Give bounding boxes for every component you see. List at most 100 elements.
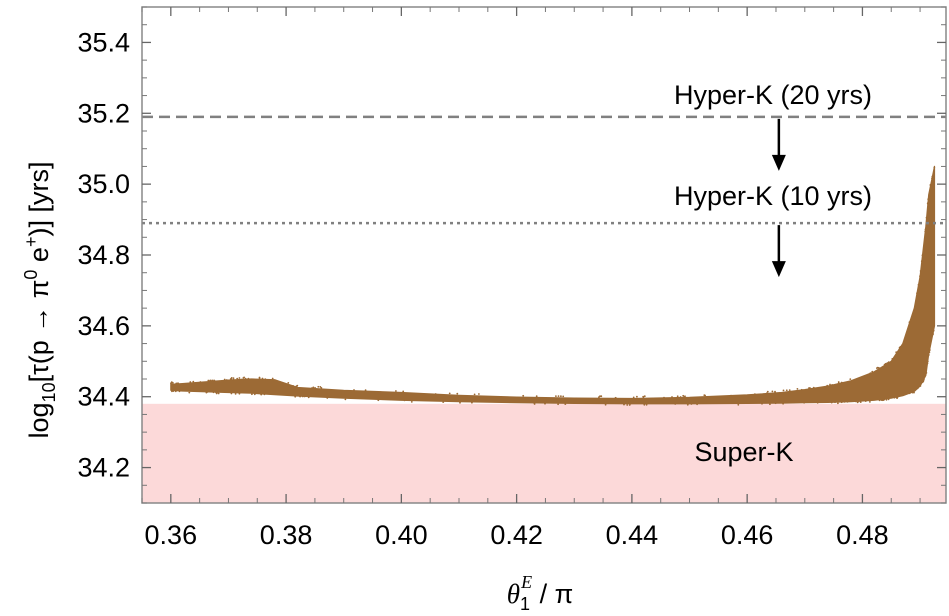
- scatter-point: [840, 381, 843, 384]
- x-axis-suffix: / π: [532, 579, 573, 609]
- scatter-point: [927, 198, 930, 201]
- x-tick-label: 0.36: [145, 520, 198, 550]
- scatter-point: [208, 380, 210, 383]
- scatter-point: [933, 166, 936, 169]
- scatter-point: [244, 377, 247, 380]
- scatter-point: [816, 401, 819, 404]
- scatter-point: [880, 399, 883, 401]
- scatter-point: [642, 396, 645, 399]
- scatter-point: [703, 394, 706, 396]
- scatter-point: [882, 399, 885, 401]
- scatter-point: [916, 387, 919, 390]
- y-axis-part1: [τ(p → π: [24, 280, 54, 383]
- scatter-point: [456, 392, 459, 395]
- scatter-point: [684, 395, 686, 398]
- scatter-point: [434, 393, 437, 395]
- scatter-point: [885, 398, 888, 401]
- scatter-point: [837, 381, 840, 383]
- scatter-point: [926, 202, 929, 205]
- scatter-point: [377, 399, 380, 402]
- scatter-point: [855, 400, 857, 403]
- scatter-point: [251, 393, 253, 396]
- scatter-point: [895, 351, 898, 354]
- scatter-point: [260, 393, 263, 396]
- scatter-point: [471, 401, 473, 404]
- scatter-point: [232, 377, 235, 379]
- scatter-point: [307, 396, 310, 399]
- scatter-point: [834, 401, 836, 404]
- scatter-point: [562, 395, 565, 398]
- scatter-point: [774, 402, 777, 405]
- scatter-point: [170, 381, 173, 384]
- scatter-point: [682, 394, 685, 397]
- scatter-point: [663, 396, 665, 399]
- scatter-point: [230, 392, 233, 395]
- scatter-point: [928, 351, 931, 354]
- scatter-point: [199, 381, 202, 383]
- scatter-point: [544, 402, 546, 405]
- scatter-point: [533, 403, 536, 405]
- scatter-band: [170, 165, 936, 405]
- scatter-point: [263, 393, 266, 396]
- scatter-point: [812, 386, 815, 389]
- scatter-point: [247, 377, 250, 380]
- scatter-point: [769, 403, 771, 406]
- super-k-region: [142, 403, 946, 503]
- scatter-point: [896, 397, 898, 399]
- scatter-point: [353, 389, 355, 391]
- scatter-point: [240, 378, 243, 381]
- scatter-point: [295, 385, 298, 388]
- scatter-point: [301, 395, 304, 398]
- axis-titles: θ1E / π log10[τ(p → π0 e+)] [yrs]: [21, 162, 573, 614]
- scatter-point: [317, 385, 320, 388]
- scatter-point: [871, 370, 874, 373]
- x-axis-title: θ1E / π: [507, 572, 573, 614]
- scatter-point: [931, 175, 934, 178]
- scatter-point: [926, 362, 929, 365]
- scatter-point: [177, 382, 179, 384]
- scatter-point: [448, 392, 451, 395]
- scatter-point: [843, 401, 846, 403]
- scatter-point: [171, 390, 173, 393]
- scatter-point: [614, 396, 617, 399]
- scatter-point: [690, 403, 693, 405]
- scatter-point: [188, 391, 191, 394]
- scatter-point: [920, 260, 923, 263]
- scatter-point: [919, 385, 922, 387]
- scatter-point: [299, 395, 301, 398]
- y-tick-label: 34.2: [77, 453, 130, 483]
- y-axis-sub: 10: [39, 382, 59, 402]
- scatter-point: [172, 390, 175, 392]
- x-axis-symbol: θ: [507, 579, 520, 609]
- y-tick-label: 35.0: [77, 169, 130, 199]
- scatter-point: [808, 387, 810, 389]
- scatter-point: [761, 402, 763, 405]
- scatter-point: [310, 387, 313, 389]
- scatter-point: [234, 393, 237, 395]
- scatter-point: [921, 254, 924, 257]
- scatter-point: [932, 329, 935, 332]
- x-tick-label: 0.40: [375, 520, 428, 550]
- scatter-point: [849, 378, 852, 380]
- scatter-point: [908, 321, 911, 323]
- scatter-point: [908, 392, 911, 395]
- y-axis-sup1: 0: [21, 270, 41, 280]
- axis-ticks: 0.36 0.38 0.40 0.42 0.44 0.46 0.48 34.2 34.4 34.6…: [77, 6, 946, 550]
- scatter-point: [261, 377, 264, 380]
- scatter-point: [925, 216, 928, 219]
- scatter-point: [645, 403, 648, 406]
- scatter-point: [600, 395, 603, 398]
- x-tick-label: 0.42: [490, 520, 543, 550]
- scatter-point: [782, 402, 784, 405]
- x-tick-label: 0.46: [721, 520, 774, 550]
- hyper-k-20-arrow-head: [771, 154, 786, 171]
- y-tick-label: 34.4: [77, 382, 130, 412]
- scatter-point: [599, 395, 601, 398]
- scatter-point: [175, 382, 178, 385]
- scatter-point: [887, 361, 890, 364]
- scatter-point: [858, 400, 860, 403]
- scatter-point: [754, 393, 756, 395]
- scatter-point: [225, 379, 228, 381]
- scatter-point: [626, 404, 629, 406]
- scatter-point: [319, 386, 322, 388]
